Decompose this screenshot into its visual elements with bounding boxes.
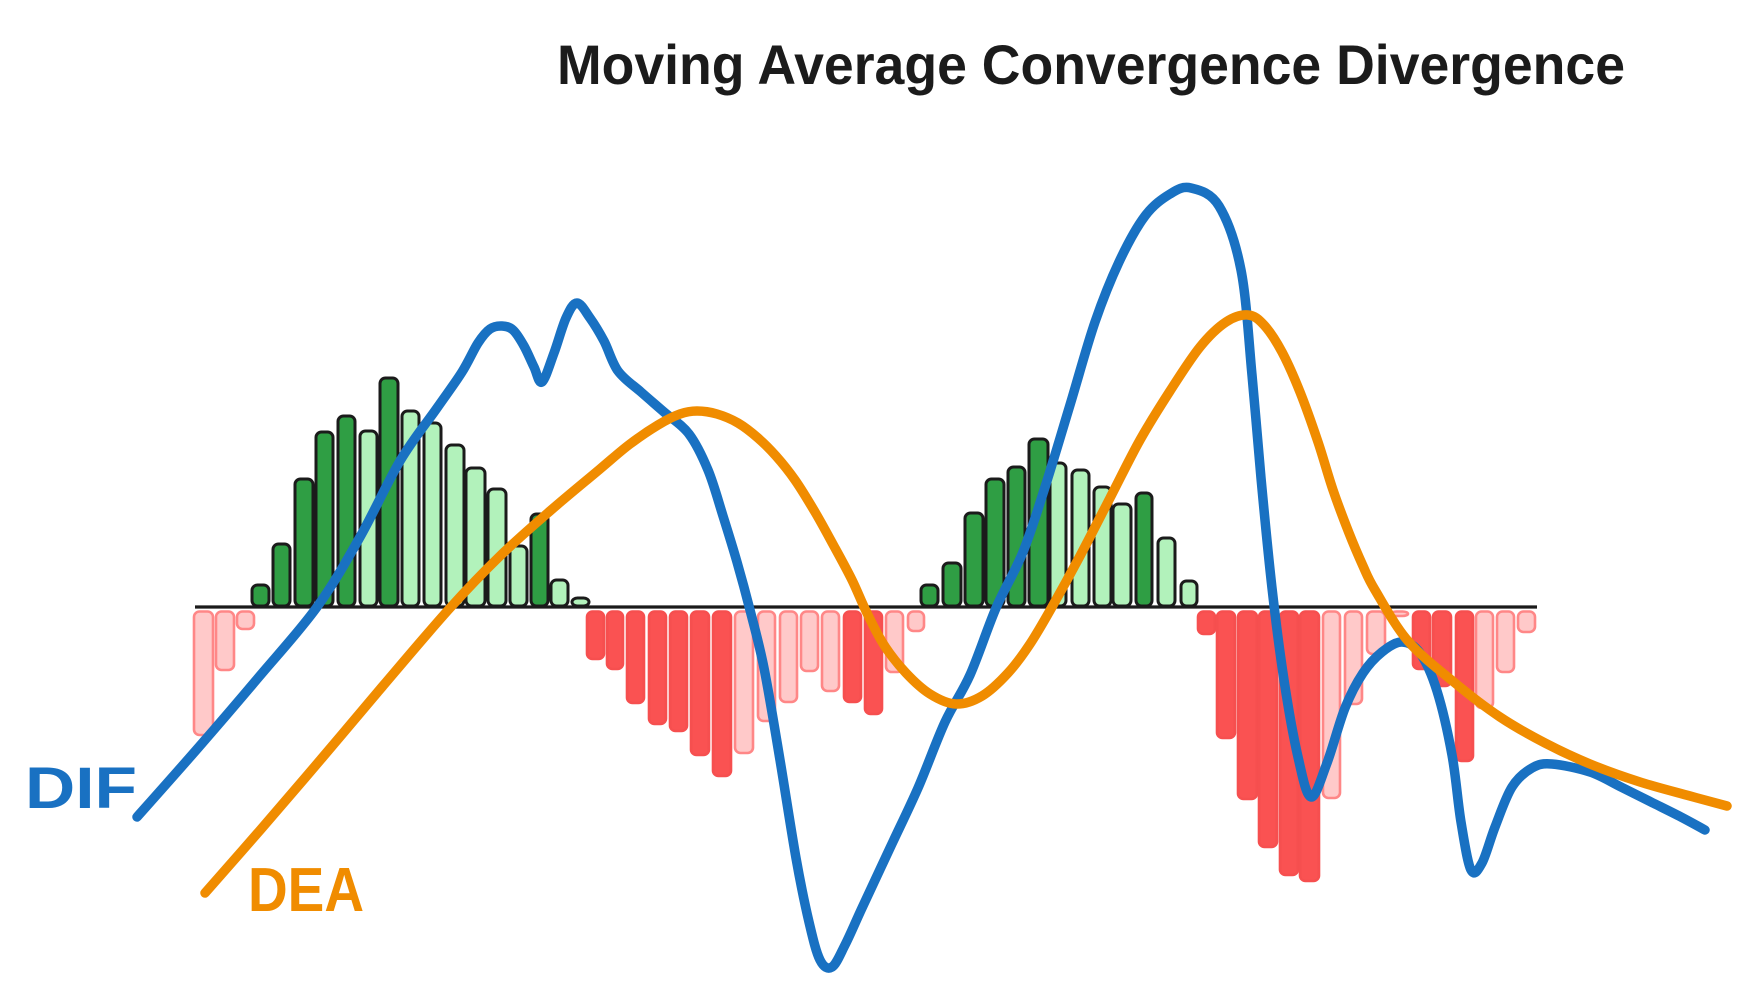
svg-text:DEA: DEA bbox=[248, 856, 364, 925]
svg-text:Moving Average Convergence Div: Moving Average Convergence Divergence bbox=[557, 33, 1625, 96]
svg-text:DIF: DIF bbox=[25, 756, 137, 821]
